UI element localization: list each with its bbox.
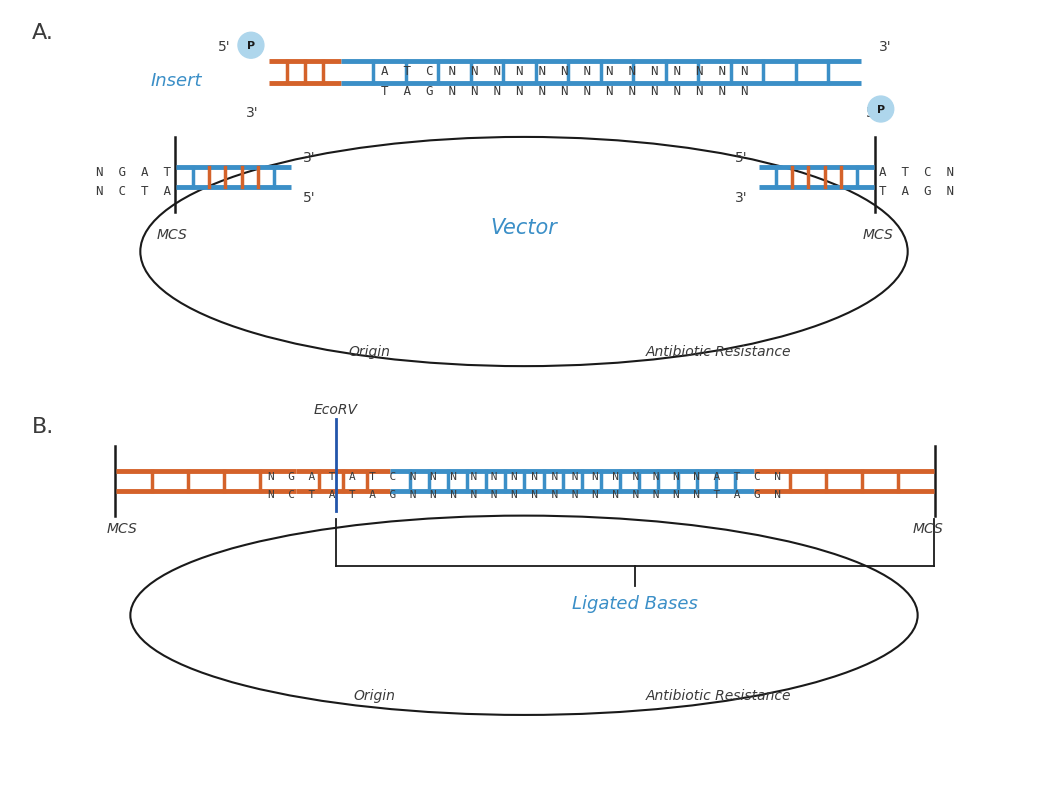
Text: A  T  C  N  N  N  N  N  N  N  N  N  N  N  N  N  N: A T C N N N N N N N N N N N N N N <box>381 65 749 78</box>
Text: T  A  G  N: T A G N <box>879 185 954 198</box>
Text: N  C  T  A: N C T A <box>97 185 171 198</box>
Text: P: P <box>247 41 255 51</box>
Circle shape <box>238 33 264 59</box>
Text: 3': 3' <box>303 151 316 165</box>
Text: Antibiotic Resistance: Antibiotic Resistance <box>645 689 791 702</box>
Circle shape <box>868 97 894 122</box>
Text: B.: B. <box>31 417 53 436</box>
Text: 5': 5' <box>218 41 231 54</box>
Text: N  G  A  T: N G A T <box>97 166 171 179</box>
Text: N  G  A  T  A  T  C  N  N  N  N  N  N  N  N  N  N  N  N  N  N  N  A  T  C  N: N G A T A T C N N N N N N N N N N N N N … <box>269 471 782 481</box>
Text: P: P <box>877 105 885 115</box>
Text: MCS: MCS <box>156 227 187 242</box>
Text: Origin: Origin <box>354 689 395 702</box>
Text: Origin: Origin <box>348 345 390 358</box>
Text: Ligated Bases: Ligated Bases <box>572 594 698 612</box>
Text: MCS: MCS <box>106 521 137 535</box>
Text: 3': 3' <box>247 106 259 120</box>
Text: EcoRV: EcoRV <box>314 402 358 417</box>
Text: Vector: Vector <box>491 217 557 238</box>
Text: 5': 5' <box>865 106 878 120</box>
Text: N  C  T  A  T  A  G  N  N  N  N  N  N  N  N  N  N  N  N  N  N  N  T  A  G  N: N C T A T A G N N N N N N N N N N N N N … <box>269 489 782 499</box>
Text: 5': 5' <box>303 191 316 204</box>
Text: 3': 3' <box>734 191 747 204</box>
Text: Insert: Insert <box>150 72 202 90</box>
Text: MCS: MCS <box>913 521 943 535</box>
Text: 3': 3' <box>879 41 892 54</box>
Text: A.: A. <box>31 24 53 43</box>
Text: 5': 5' <box>734 151 747 165</box>
Text: Antibiotic Resistance: Antibiotic Resistance <box>645 345 791 358</box>
Text: T  A  G  N  N  N  N  N  N  N  N  N  N  N  N  N  N: T A G N N N N N N N N N N N N N N <box>381 84 749 97</box>
Text: MCS: MCS <box>863 227 894 242</box>
Text: A  T  C  N: A T C N <box>879 166 954 179</box>
